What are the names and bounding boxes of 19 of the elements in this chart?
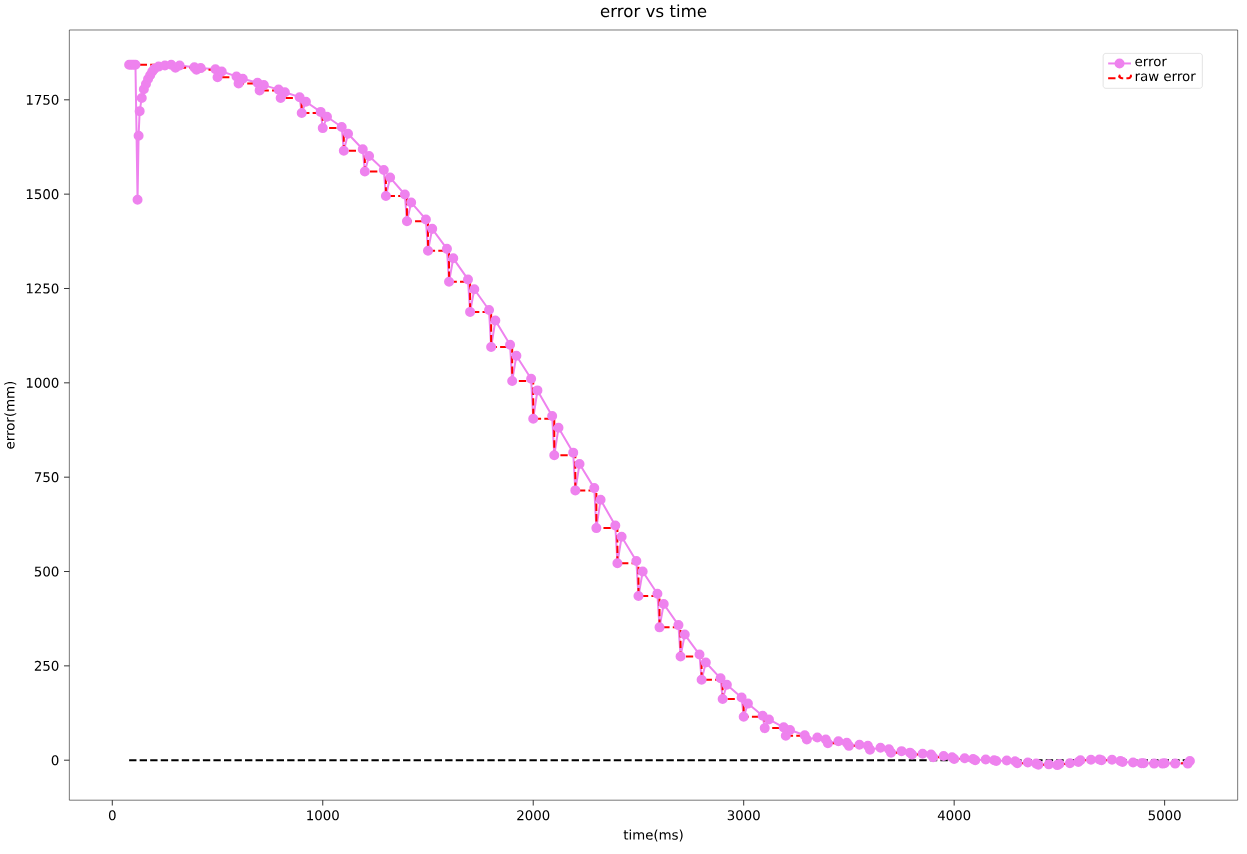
legend-label: raw error [1135, 73, 1196, 82]
y-tick-label: 1500 [26, 189, 59, 200]
x-tick-label: 5000 [1148, 810, 1181, 821]
y-tick-label: 0 [51, 755, 59, 766]
y-tick-label: 1250 [26, 283, 59, 294]
legend-label: error [1135, 58, 1167, 67]
y-tick-label: 750 [34, 472, 59, 483]
x-axis-title: time(ms) [623, 829, 683, 842]
x-tick-label: 1000 [307, 810, 339, 821]
x-tick-label: 3000 [727, 810, 760, 821]
y-tick-label: 1750 [26, 94, 59, 106]
x-tick-label: 2000 [517, 810, 550, 821]
x-tick-label: 4000 [937, 810, 971, 821]
y-tick-label: 500 [34, 566, 59, 577]
y-tick-label: 1000 [26, 378, 59, 389]
y-axis-title: error(mm) [4, 382, 17, 449]
y-tick-label: 250 [34, 661, 59, 672]
x-tick-label: 0 [108, 810, 116, 821]
chart-title: error vs time [600, 4, 707, 18]
